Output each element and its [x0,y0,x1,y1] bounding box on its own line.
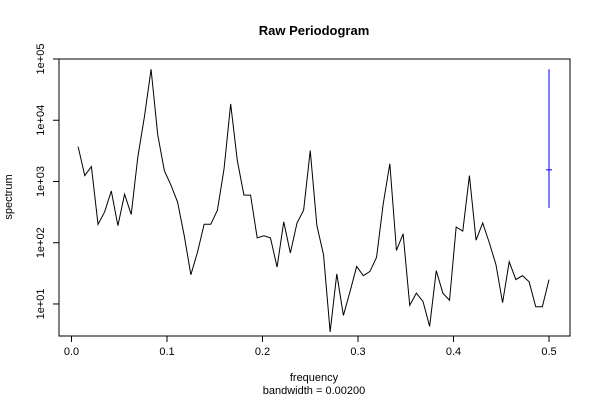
y-tick-label: 1e+04 [35,105,47,136]
x-tick-label: 0.4 [446,346,461,358]
chart-title: Raw Periodogram [259,23,370,38]
y-tick-label: 1e+02 [35,227,47,258]
periodogram-line [77,69,550,332]
x-axis-sublabel: bandwidth = 0.00200 [263,385,365,397]
plot-area-frame [58,58,571,337]
y-tick-label: 1e+01 [35,289,47,320]
series-layer [77,69,552,332]
y-tick-label: 1e+05 [35,44,47,75]
x-axis: 0.0 0.1 0.2 0.3 0.4 0.5 [64,336,557,358]
y-axis-label: spectrum [3,174,15,219]
x-tick-label: 0.5 [541,346,556,358]
x-axis-label: frequency [290,372,339,384]
x-tick-label: 0.3 [350,346,365,358]
x-tick-label: 0.0 [64,346,79,358]
x-tick-label: 0.1 [159,346,174,358]
x-tick-label: 0.2 [255,346,270,358]
y-tick-label: 1e+03 [35,166,47,197]
y-axis: 1e+01 1e+02 1e+03 1e+04 1e+05 [35,44,59,320]
